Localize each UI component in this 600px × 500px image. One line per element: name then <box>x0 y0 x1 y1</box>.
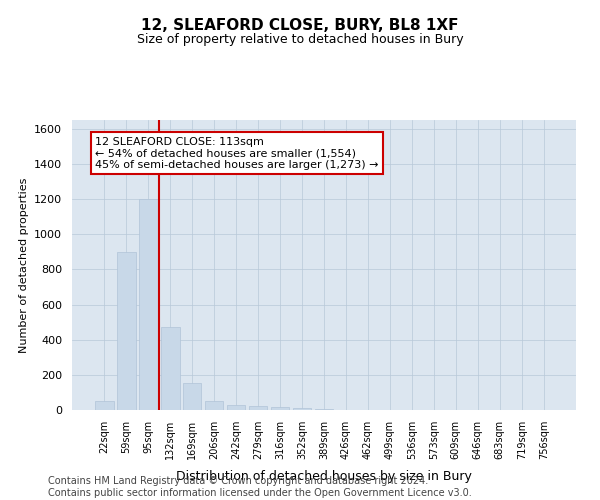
Bar <box>161 328 179 410</box>
Bar <box>183 383 202 410</box>
Bar <box>249 406 268 410</box>
Bar <box>293 408 311 410</box>
Y-axis label: Number of detached properties: Number of detached properties <box>19 178 29 352</box>
Text: Size of property relative to detached houses in Bury: Size of property relative to detached ho… <box>137 32 463 46</box>
Bar <box>271 408 289 410</box>
Bar <box>314 409 334 410</box>
Text: Contains HM Land Registry data © Crown copyright and database right 2024.
Contai: Contains HM Land Registry data © Crown c… <box>48 476 472 498</box>
Bar <box>227 404 245 410</box>
Text: 12, SLEAFORD CLOSE, BURY, BL8 1XF: 12, SLEAFORD CLOSE, BURY, BL8 1XF <box>141 18 459 32</box>
Text: 12 SLEAFORD CLOSE: 113sqm
← 54% of detached houses are smaller (1,554)
45% of se: 12 SLEAFORD CLOSE: 113sqm ← 54% of detac… <box>95 136 379 170</box>
Bar <box>205 401 223 410</box>
Bar <box>117 252 136 410</box>
Bar <box>139 199 158 410</box>
X-axis label: Distribution of detached houses by size in Bury: Distribution of detached houses by size … <box>176 470 472 483</box>
Bar <box>95 401 113 410</box>
